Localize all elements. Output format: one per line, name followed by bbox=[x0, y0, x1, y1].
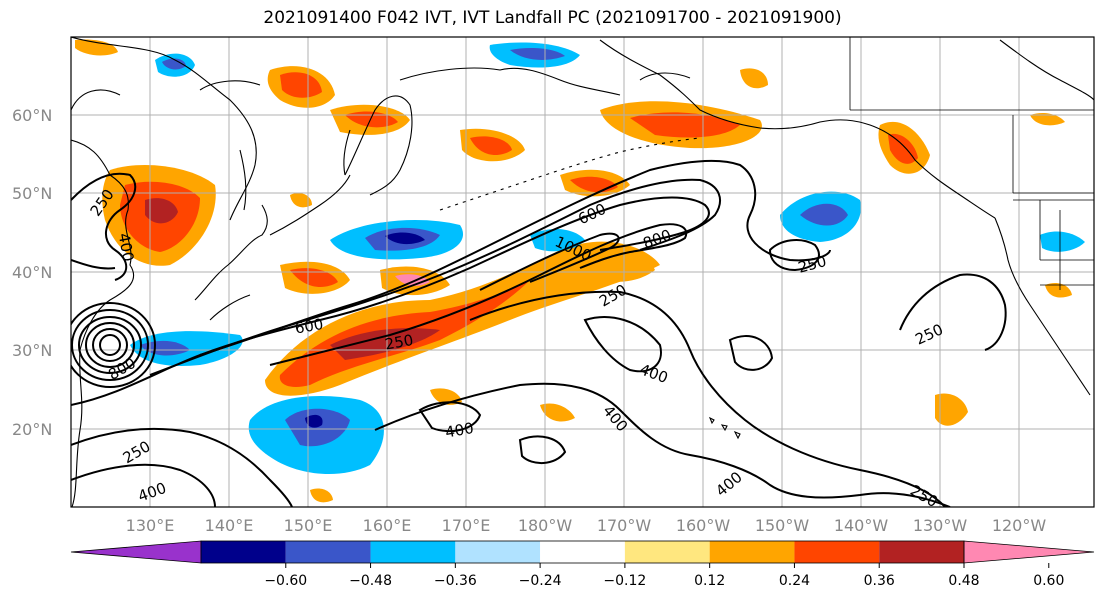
colorbar-tick-label: 0.12 bbox=[694, 573, 725, 589]
coast-north-america bbox=[994, 217, 1091, 396]
lat-label: 40°N bbox=[12, 263, 52, 282]
lon-label: 170°W bbox=[597, 516, 652, 535]
colorbar-tick-label: −0.12 bbox=[603, 573, 646, 589]
borders bbox=[849, 37, 1094, 261]
colorbar-tick-label: −0.60 bbox=[264, 573, 307, 589]
lon-label: 130°E bbox=[126, 516, 175, 535]
lon-label: 150°W bbox=[755, 516, 810, 535]
lon-label: 120°W bbox=[992, 516, 1047, 535]
colorbar-ticks: −0.60 −0.48 −0.36 −0.24 −0.12 0.12 0.24 0.36 0.4… bbox=[264, 563, 1064, 589]
contour-1000 bbox=[479, 232, 620, 291]
colorbar-segment bbox=[201, 541, 286, 563]
colorbar-tick-label: 0.60 bbox=[1033, 573, 1064, 589]
colorbar-outline bbox=[200, 540, 965, 564]
contour-800 bbox=[269, 223, 688, 366]
lat-label: 30°N bbox=[12, 341, 52, 360]
colorbar-segment bbox=[624, 541, 710, 563]
contour-label: 400 bbox=[115, 232, 138, 263]
contour-600 bbox=[199, 196, 710, 356]
colorbar-segment bbox=[455, 541, 541, 563]
lat-label: 50°N bbox=[12, 184, 52, 203]
coast-alaska bbox=[599, 39, 996, 219]
lon-label: 140°W bbox=[834, 516, 889, 535]
coast-japan bbox=[194, 204, 268, 301]
longitude-labels: 130°E 140°E 150°E 160°E 170°E 180°W 170°… bbox=[126, 516, 1047, 535]
lon-label: 140°E bbox=[205, 516, 254, 535]
ivt-shading bbox=[75, 39, 1085, 503]
typhoon-rings bbox=[71, 302, 156, 388]
map-frame bbox=[70, 36, 1095, 508]
ivt-contours bbox=[71, 159, 1007, 507]
lon-label: 170°E bbox=[442, 516, 491, 535]
colorbar bbox=[70, 540, 1095, 564]
coast-kamchatka bbox=[344, 95, 413, 196]
latitude-labels: 60°N 50°N 40°N 30°N 20°N bbox=[12, 106, 52, 439]
lon-label: 160°W bbox=[676, 516, 731, 535]
coast-east-asia bbox=[71, 139, 135, 507]
colorbar-tick-label: 0.48 bbox=[948, 573, 979, 589]
colorbar-segment bbox=[709, 541, 795, 563]
chart-title: 2021091400 F042 IVT, IVT Landfall PC (20… bbox=[263, 8, 842, 28]
colorbar-tick-label: −0.24 bbox=[519, 573, 562, 589]
lat-label: 60°N bbox=[12, 106, 52, 125]
colorbar-extend-low bbox=[70, 540, 202, 564]
lon-label: 180°W bbox=[518, 516, 573, 535]
colorbar-extend-high bbox=[963, 540, 1095, 564]
colorbar-segment bbox=[879, 541, 964, 563]
colorbar-segment bbox=[370, 541, 456, 563]
lon-label: 160°E bbox=[363, 516, 412, 535]
colorbar-tick-label: −0.48 bbox=[349, 573, 392, 589]
coastlines bbox=[71, 37, 1094, 507]
colorbar-tick-label: 0.24 bbox=[779, 573, 810, 589]
colorbar-tick-label: −0.36 bbox=[434, 573, 477, 589]
contour-label: 250 bbox=[383, 331, 414, 354]
contour-400 bbox=[149, 178, 721, 376]
contour-label: 400 bbox=[444, 419, 475, 442]
contour-label: 600 bbox=[293, 315, 324, 338]
colorbar-segment bbox=[540, 541, 625, 563]
lon-label: 130°W bbox=[913, 516, 968, 535]
lon-label: 150°E bbox=[284, 516, 333, 535]
lat-label: 20°N bbox=[12, 420, 52, 439]
colorbar-segment bbox=[794, 541, 880, 563]
colorbar-segment bbox=[285, 541, 371, 563]
colorbar-tick-label: 0.36 bbox=[864, 573, 895, 589]
aleutian-islands bbox=[439, 137, 701, 211]
